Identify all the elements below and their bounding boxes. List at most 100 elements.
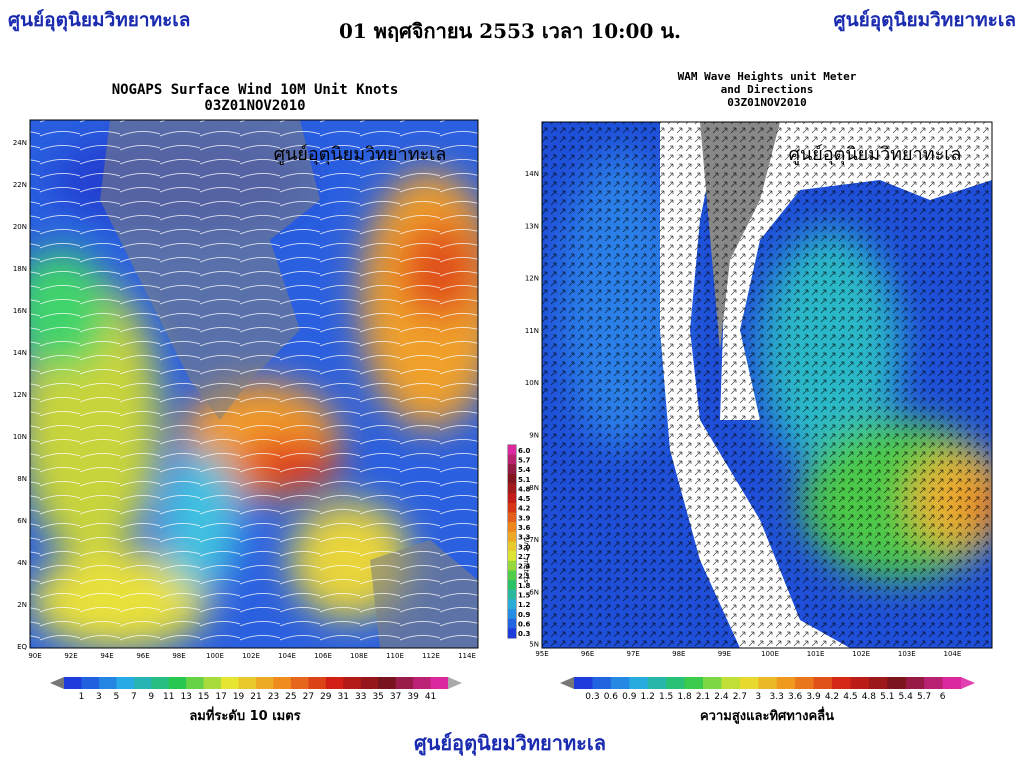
wave-bar-swatch — [758, 677, 778, 689]
wave-title2: and Directions — [721, 83, 814, 96]
lon-label: 104E — [278, 652, 296, 660]
wave-watermark: ศูนย์อุตุนิยมวิทยาทะเล — [789, 144, 962, 165]
lat-label: 6N — [529, 588, 539, 596]
wind-bar-swatch — [116, 677, 135, 689]
lon-label: 101E — [807, 650, 825, 658]
header-left: ศูนย์อุตุนิยมวิทยาทะเล — [8, 9, 190, 32]
wave-scale-swatch — [508, 531, 516, 542]
lon-label: 112E — [422, 652, 440, 660]
wave-bar-label: 4.5 — [843, 692, 857, 702]
wave-scale-label: 1.8 — [518, 582, 531, 590]
wind-bar-swatch — [238, 677, 257, 689]
wave-scale-label: 0.9 — [518, 611, 531, 619]
lon-label: 90E — [28, 652, 41, 660]
lat-label: 8N — [529, 484, 539, 492]
wind-bar-label: 35 — [372, 692, 383, 702]
wave-scale-swatch — [508, 454, 516, 465]
lat-label: 4N — [17, 559, 27, 567]
wind-bar-label: 29 — [320, 692, 332, 702]
lon-label: 96E — [136, 652, 149, 660]
wave-scale-swatch — [508, 512, 516, 523]
wave-scale-unit: Unit : meters — [522, 537, 530, 583]
wave-scale-swatch — [508, 473, 516, 484]
lon-label: 92E — [64, 652, 77, 660]
wave-bar-swatch — [832, 677, 851, 689]
wind-bar-label: 31 — [338, 692, 349, 702]
wave-bar-right-arrow — [961, 677, 975, 689]
wind-bar-swatch — [378, 677, 397, 689]
wave-bar-swatch — [647, 677, 667, 689]
lon-label: 95E — [535, 650, 548, 658]
wind-bar-label: 7 — [131, 692, 137, 702]
wave-time: 03Z01NOV2010 — [727, 96, 806, 109]
lon-label: 100E — [761, 650, 779, 658]
lat-label: 12N — [13, 391, 27, 399]
header-date: 01 พฤศจิกายน 2553 เวลา 10:00 น. — [339, 19, 681, 43]
wave-bar-label: 0.6 — [604, 692, 619, 702]
wave-bar-label: 0.9 — [622, 692, 637, 702]
wave-scale-label: 3.0 — [518, 543, 531, 551]
header-right: ศูนย์อุตุนิยมวิทยาทะเล — [834, 9, 1016, 32]
lat-label: 10N — [525, 379, 539, 387]
wave-bar-swatch — [721, 677, 741, 689]
lat-label: 6N — [17, 517, 27, 525]
wave-bar-label: 2.4 — [714, 692, 729, 702]
lon-label: 104E — [944, 650, 962, 658]
wind-bar-swatch — [413, 677, 432, 689]
wave-scale-swatch — [508, 570, 516, 581]
wave-map — [542, 122, 992, 648]
wave-bar-swatch — [684, 677, 704, 689]
lon-label: 106E — [314, 652, 332, 660]
lat-label: 9N — [529, 432, 539, 440]
lat-label: 12N — [525, 275, 539, 283]
lon-label: 102E — [242, 652, 260, 660]
wave-scale-swatch — [508, 599, 516, 610]
wind-bar-label: 3 — [96, 692, 102, 702]
wave-scale-label: 5.4 — [518, 466, 531, 474]
wave-bar-swatch — [905, 677, 925, 689]
wind-title: NOGAPS Surface Wind 10M Unit Knots — [112, 82, 399, 98]
wave-scale-label: 4.8 — [518, 485, 531, 493]
lat-label: 11N — [525, 327, 539, 335]
wind-bar-label: 41 — [425, 692, 436, 702]
wind-bar-label: 37 — [390, 692, 401, 702]
lon-label: 102E — [852, 650, 870, 658]
lat-label: EQ — [17, 643, 27, 651]
wave-bar-swatch — [813, 677, 833, 689]
wind-time: 03Z01NOV2010 — [204, 98, 305, 114]
wind-bar-swatch — [273, 677, 292, 689]
wave-scale-swatch — [508, 483, 516, 494]
wind-bar-label: 39 — [407, 692, 419, 702]
lat-label: 24N — [13, 139, 27, 147]
wave-scale-label: 0.3 — [518, 630, 531, 638]
wave-bar-swatch — [868, 677, 888, 689]
wind-bar-label: 23 — [268, 692, 279, 702]
wave-bar-label: 1.8 — [677, 692, 692, 702]
wave-scale-label: 1.2 — [518, 601, 531, 609]
wave-caption: ความสูงและทิศทางคลื่น — [700, 706, 834, 724]
wind-bar-right-arrow — [448, 677, 462, 689]
wave-scale-label: 4.5 — [518, 495, 531, 503]
wave-scale-swatch — [508, 628, 516, 639]
wind-watermark: ศูนย์อุตุนิยมวิทยาทะเล — [274, 144, 447, 165]
lon-label: 108E — [350, 652, 368, 660]
wind-bar-label: 27 — [303, 692, 314, 702]
wind-bar-label: 11 — [163, 692, 174, 702]
wave-bar-swatch — [942, 677, 962, 689]
lon-label: 94E — [100, 652, 113, 660]
wind-bar-swatch — [325, 677, 344, 689]
wave-bar-label: 3.6 — [788, 692, 803, 702]
wave-scale-swatch — [508, 493, 516, 504]
wind-bar-label: 15 — [198, 692, 209, 702]
wave-bar-label: 0.3 — [585, 692, 599, 702]
wind-bar-label: 17 — [215, 692, 226, 702]
footer: ศูนย์อุตุนิยมวิทยาทะเล — [414, 731, 606, 757]
lat-label: 22N — [13, 181, 27, 189]
wind-bar-swatch — [360, 677, 379, 689]
lon-label: 99E — [718, 650, 731, 658]
wind-bar-swatch — [290, 677, 309, 689]
wind-map — [30, 120, 478, 648]
lon-label: 103E — [898, 650, 916, 658]
wave-scale-label: 3.3 — [518, 534, 531, 542]
